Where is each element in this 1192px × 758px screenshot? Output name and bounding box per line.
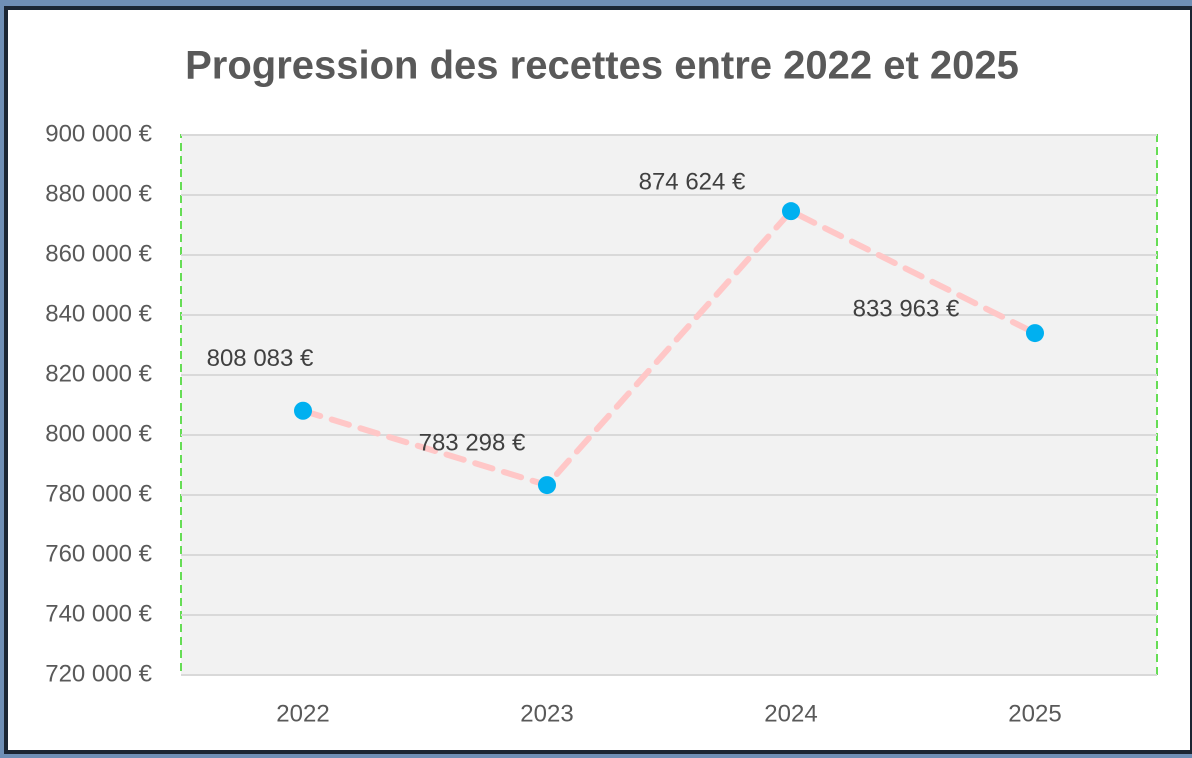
y-tick-label: 840 000 € xyxy=(45,300,152,327)
y-tick-label: 800 000 € xyxy=(45,420,152,447)
y-tick-label: 860 000 € xyxy=(45,240,152,267)
marker xyxy=(294,401,312,420)
y-tick-label: 900 000 € xyxy=(45,120,152,147)
x-tick-label: 2022 xyxy=(276,700,329,727)
x-tick-label: 2023 xyxy=(520,700,573,727)
data-label: 833 963 € xyxy=(853,295,960,322)
x-tick-label: 2025 xyxy=(1008,700,1061,727)
y-tick-label: 780 000 € xyxy=(45,480,152,507)
chart-title: Progression des recettes entre 2022 et 2… xyxy=(185,44,1019,88)
line xyxy=(300,207,1038,489)
y-tick-label: 760 000 € xyxy=(45,540,152,567)
marker xyxy=(782,202,800,221)
marker xyxy=(538,476,556,495)
x-tick-label: 2024 xyxy=(764,700,817,727)
marker xyxy=(1026,324,1044,343)
data-label: 874 624 € xyxy=(639,168,746,195)
plot-area xyxy=(180,134,1158,676)
y-tick-label: 740 000 € xyxy=(45,600,152,627)
data-label: 783 298 € xyxy=(419,429,526,456)
y-tick-label: 820 000 € xyxy=(45,360,152,387)
y-tick-label: 720 000 € xyxy=(45,660,152,687)
data-label: 808 083 € xyxy=(207,345,314,372)
y-tick-label: 880 000 € xyxy=(45,180,152,207)
